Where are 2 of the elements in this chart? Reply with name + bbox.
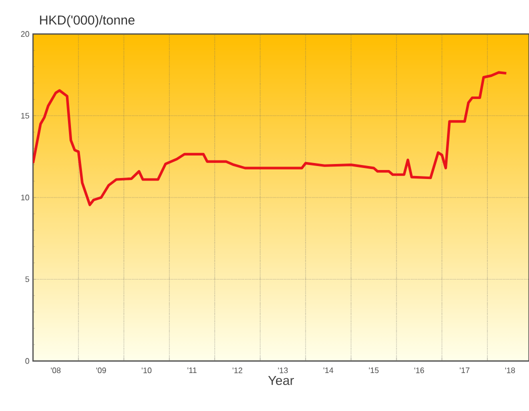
y-axis-title: HKD('000)/tonne [40,15,134,28]
x-axis-title: Year [268,376,294,386]
